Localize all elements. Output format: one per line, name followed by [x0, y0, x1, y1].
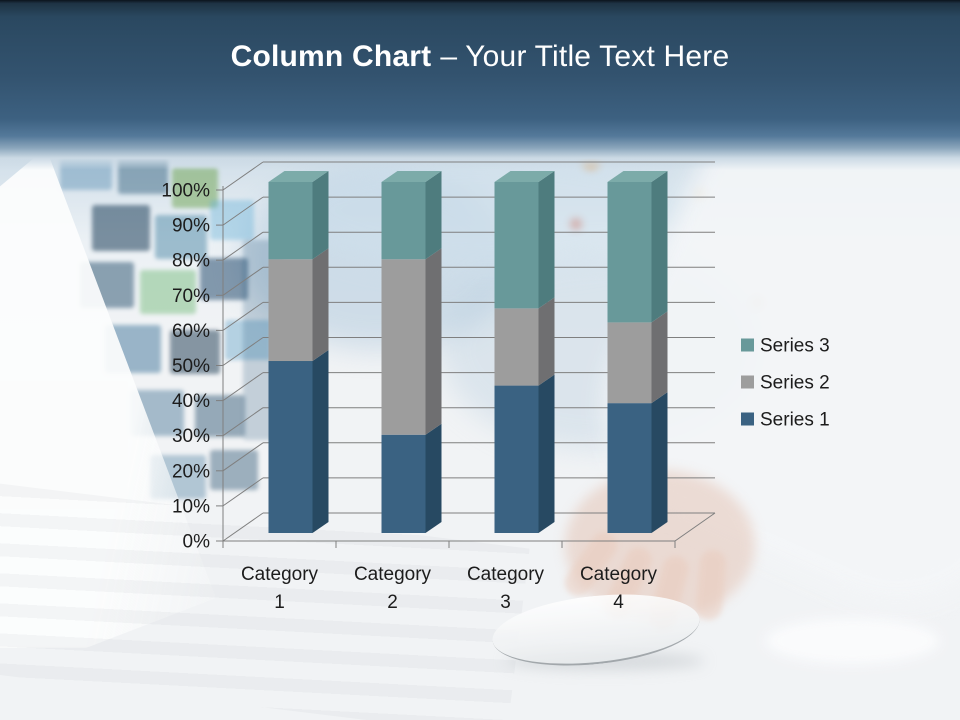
background-warm-dot: [570, 218, 582, 230]
mouse-highlight: [765, 618, 940, 664]
finger: [694, 549, 728, 621]
background-collage-tile: [210, 200, 254, 240]
background-collage-tile: [243, 240, 283, 440]
background-collage-tile: [210, 450, 258, 490]
slide-header: Column Chart – Your Title Text Here: [0, 0, 960, 170]
background-collage-tile: [140, 270, 196, 314]
background-collage-tile: [155, 215, 207, 259]
laptop-keyboard: [0, 482, 530, 720]
page-title-rest: – Your Title Text Here: [440, 40, 730, 73]
background-collage-tile: [92, 205, 150, 251]
page-title-bold: Column Chart: [230, 40, 432, 73]
background-collage-tile: [195, 395, 245, 437]
background-collage-tile: [170, 330, 220, 374]
background-collage-tile: [172, 168, 218, 208]
page-title: Column Chart – Your Title Text Here: [0, 40, 960, 74]
background-collage-tile: [200, 258, 248, 300]
